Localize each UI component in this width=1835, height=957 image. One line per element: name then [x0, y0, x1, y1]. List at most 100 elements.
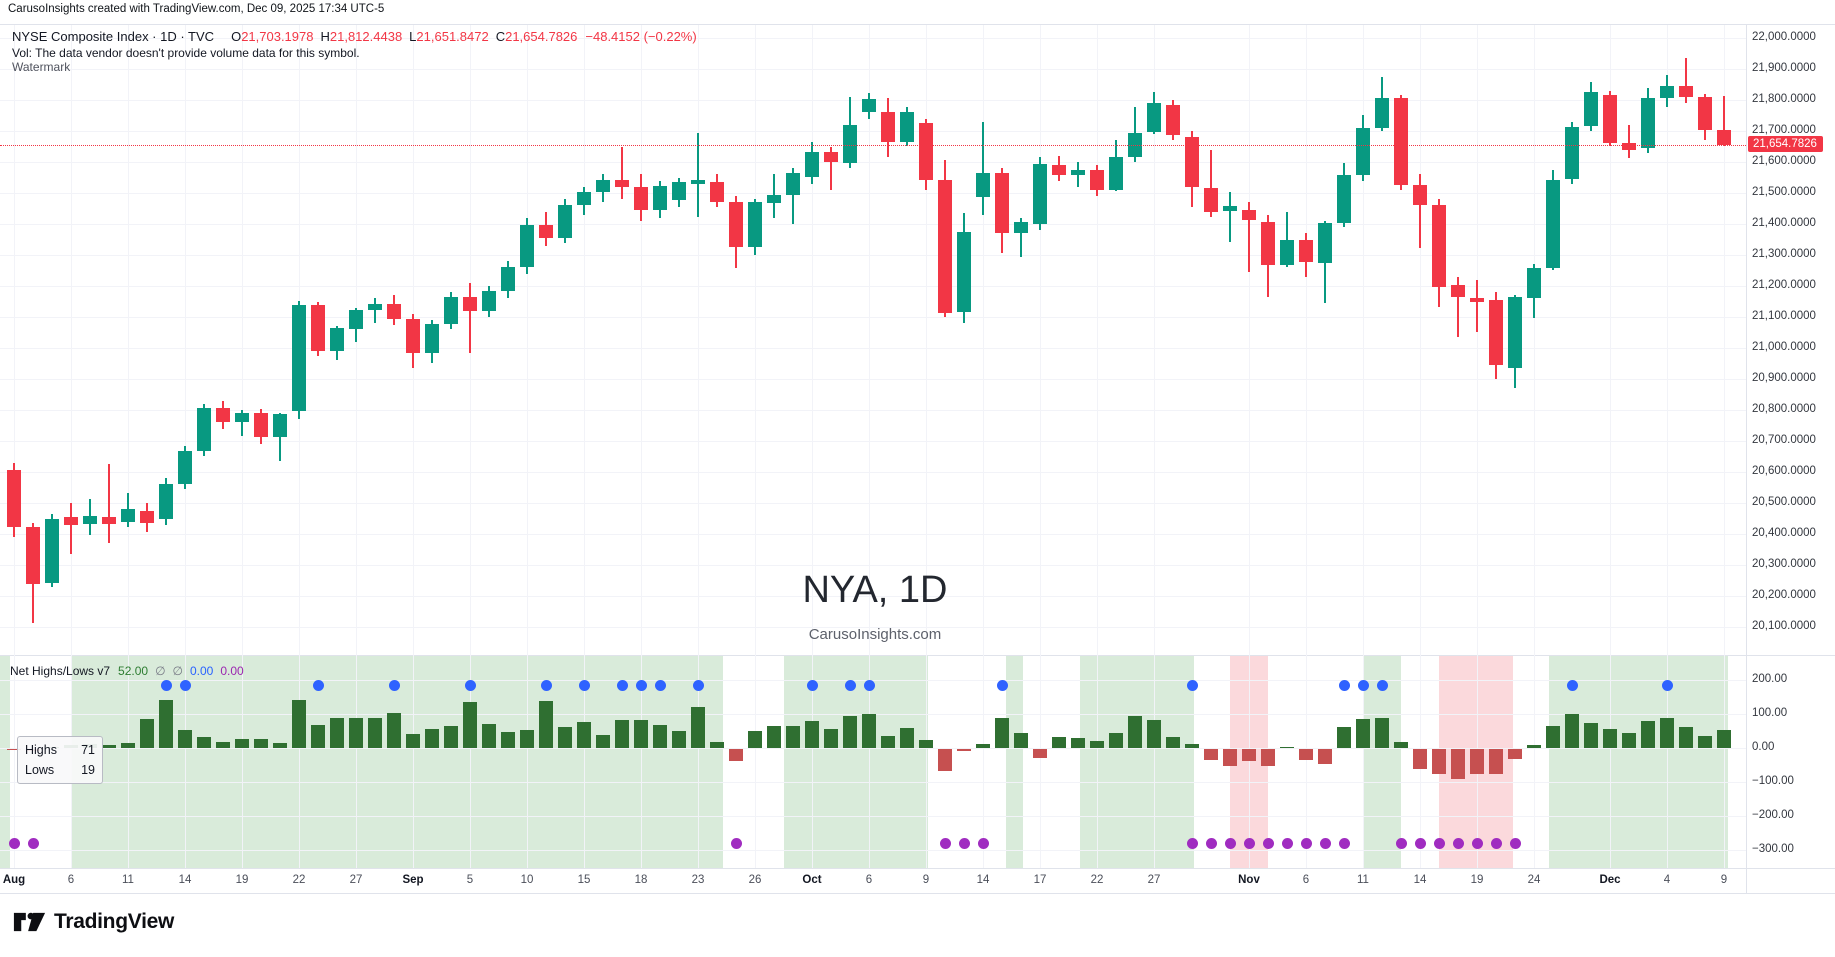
- net-highs-lows-bar: [482, 723, 496, 748]
- candle-body: [1375, 98, 1389, 128]
- indicator-axis-label: −100.00: [1752, 775, 1794, 787]
- new-highs-signal-dot: [1186, 679, 1198, 691]
- candle-wick: [982, 122, 984, 215]
- candle-body: [976, 172, 990, 198]
- time-axis-label: 6: [865, 874, 873, 886]
- indicator-null-icon: ∅: [172, 664, 183, 678]
- tradingview-logo-text: TradingView: [54, 910, 175, 933]
- net-highs-lows-bar: [881, 735, 895, 748]
- candle-body: [672, 182, 686, 201]
- new-lows-signal-dot: [1471, 837, 1483, 849]
- candle-wick: [108, 463, 110, 543]
- high-value: 21,812.4438: [329, 29, 403, 44]
- net-highs-lows-bar: [805, 721, 819, 748]
- net-highs-lows-bar: [919, 739, 933, 748]
- candle-body: [121, 508, 135, 522]
- net-highs-lows-bar: [938, 748, 952, 771]
- net-highs-lows-bar: [1147, 720, 1161, 748]
- indicator-legend[interactable]: Net Highs/Lows v7 52.00 ∅ ∅ 0.00 0.00: [10, 664, 244, 678]
- indicator-axis-label: −300.00: [1752, 843, 1794, 855]
- candle-body: [501, 266, 515, 291]
- net-highs-lows-bar: [501, 732, 515, 748]
- net-highs-lows-bar: [1128, 715, 1142, 748]
- symbol-title[interactable]: NYSE Composite Index · 1D · TVC: [12, 29, 215, 44]
- tradingview-logo[interactable]: TradingView: [13, 910, 174, 934]
- new-lows-signal-dot: [1338, 837, 1350, 849]
- time-axis-label: 11: [1357, 874, 1369, 886]
- candle-body: [767, 194, 781, 203]
- new-highs-signal-dot: [540, 679, 552, 691]
- price-axis-label: 20,200.0000: [1752, 589, 1816, 601]
- candle-body: [824, 152, 838, 162]
- horizontal-gridline: [0, 472, 1746, 473]
- time-axis-label: 18: [634, 874, 648, 886]
- indicator-name[interactable]: Net Highs/Lows v7: [10, 664, 111, 678]
- new-highs-signal-dot: [1357, 679, 1369, 691]
- price-axis-label: 21,400.0000: [1752, 217, 1816, 229]
- vertical-gridline: [1097, 25, 1098, 868]
- vertical-gridline: [1610, 25, 1611, 868]
- vertical-gridline: [926, 25, 927, 868]
- new-highs-signal-dot: [1338, 679, 1350, 691]
- candle-body: [1318, 223, 1332, 264]
- price-axis-label: 20,100.0000: [1752, 620, 1816, 632]
- candle-body: [881, 112, 895, 143]
- net-highs-lows-bar: [558, 726, 572, 748]
- horizontal-gridline: [0, 782, 1746, 783]
- candle-body: [273, 413, 287, 438]
- candle-body: [710, 182, 724, 202]
- candle-body: [1527, 268, 1541, 299]
- volume-legend-row[interactable]: Vol: The data vendor doesn't provide vol…: [12, 46, 360, 60]
- horizontal-gridline: [0, 816, 1746, 817]
- indicator-value-net: 52.00: [118, 664, 149, 678]
- candle-wick: [792, 168, 794, 224]
- net-highs-lows-bar: [235, 739, 249, 748]
- net-highs-lows-bar: [1584, 722, 1598, 748]
- candle-body: [311, 304, 325, 352]
- vertical-gridline: [983, 25, 984, 868]
- indicator-pane-surface[interactable]: [0, 655, 1746, 868]
- vertical-gridline: [14, 25, 15, 868]
- candle-body: [463, 296, 477, 311]
- net-highs-lows-bar: [539, 701, 553, 748]
- new-lows-signal-dot: [1243, 837, 1255, 849]
- net-highs-lows-bar: [349, 718, 363, 748]
- candle-body: [1071, 170, 1085, 175]
- new-lows-signal-dot: [1395, 837, 1407, 849]
- new-lows-signal-dot: [1186, 837, 1198, 849]
- symbol-legend[interactable]: NYSE Composite Index · 1D · TVC O21,703.1…: [12, 29, 697, 44]
- candle-body: [444, 296, 458, 324]
- close-label: C: [495, 29, 506, 44]
- price-pane-surface[interactable]: [0, 25, 1746, 655]
- pane-separator[interactable]: [0, 655, 1835, 656]
- horizontal-gridline: [0, 748, 1746, 749]
- net-highs-lows-bar: [1451, 748, 1465, 780]
- candle-body: [596, 179, 610, 193]
- price-axis[interactable]: [1746, 25, 1835, 893]
- price-axis-label: 21,300.0000: [1752, 248, 1816, 260]
- net-highs-lows-bar: [7, 748, 21, 750]
- time-axis-label: 4: [1663, 874, 1671, 886]
- candle-wick: [1248, 202, 1250, 273]
- new-highs-signal-dot: [616, 679, 628, 691]
- vertical-gridline: [698, 25, 699, 868]
- new-highs-signal-dot: [312, 679, 324, 691]
- new-lows-signal-dot: [1433, 837, 1445, 849]
- new-lows-signal-dot: [1414, 837, 1426, 849]
- time-axis[interactable]: [0, 868, 1746, 893]
- new-highs-signal-dot: [692, 679, 704, 691]
- watermark-legend-row[interactable]: Watermark: [12, 60, 71, 74]
- new-lows-signal-dot: [1262, 837, 1274, 849]
- candle-body: [292, 304, 306, 411]
- attribution-text: CarusoInsights created with TradingView.…: [8, 3, 385, 15]
- net-highs-lows-bar: [273, 743, 287, 748]
- indicator-green-band: [1079, 656, 1194, 868]
- candle-body: [786, 172, 800, 195]
- vertical-gridline: [299, 25, 300, 868]
- new-highs-signal-dot: [654, 679, 666, 691]
- time-axis-label: 19: [1470, 874, 1484, 886]
- indicator-green-band: [1005, 656, 1023, 868]
- horizontal-gridline: [0, 348, 1746, 349]
- net-highs-lows-bar: [1679, 726, 1693, 748]
- time-axis-label: 11: [122, 874, 134, 886]
